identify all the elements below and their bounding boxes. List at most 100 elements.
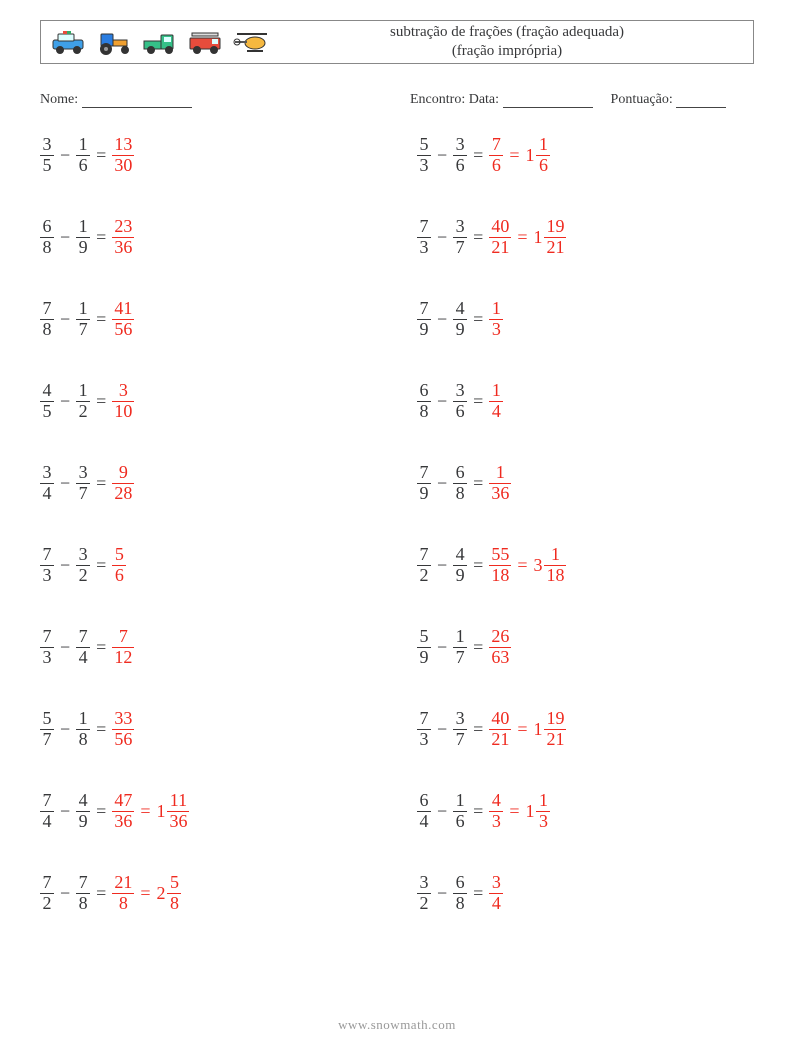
mixed-number: 113 bbox=[525, 791, 550, 832]
equals-sign: = bbox=[467, 883, 489, 904]
fraction: 118 bbox=[544, 545, 566, 586]
fraction: 19 bbox=[76, 217, 90, 258]
equation-row: 73−37=4021=11921 bbox=[417, 704, 754, 754]
equals-sign: = bbox=[503, 801, 525, 822]
equation-row: 34−37=928 bbox=[40, 458, 377, 508]
fraction: 3356 bbox=[112, 709, 134, 750]
police-car-icon bbox=[49, 28, 89, 56]
equals-sign: = bbox=[90, 637, 112, 658]
fraction: 72 bbox=[40, 873, 54, 914]
equals-sign: = bbox=[511, 555, 533, 576]
equals-sign: = bbox=[90, 145, 112, 166]
fraction: 16 bbox=[76, 135, 90, 176]
fraction: 18 bbox=[76, 709, 90, 750]
fraction: 37 bbox=[76, 463, 90, 504]
header-box: subtração de frações (fração adequada) (… bbox=[40, 20, 754, 64]
problems-column-left: 35−16=133068−19=233678−17=415645−12=3103… bbox=[40, 130, 377, 918]
fraction: 13 bbox=[536, 791, 550, 832]
name-label: Nome: bbox=[40, 92, 78, 107]
score-field: Pontuação: bbox=[611, 92, 727, 108]
fraction: 73 bbox=[40, 627, 54, 668]
fraction: 37 bbox=[453, 709, 467, 750]
equals-sign: = bbox=[90, 473, 112, 494]
problems-column-right: 53−36=76=11673−37=4021=1192179−49=1368−3… bbox=[417, 130, 754, 918]
fraction: 78 bbox=[76, 873, 90, 914]
equals-sign: = bbox=[467, 555, 489, 576]
equals-sign: = bbox=[90, 227, 112, 248]
minus-sign: − bbox=[54, 883, 76, 904]
worksheet-title: subtração de frações (fração adequada) (… bbox=[273, 23, 753, 62]
fraction: 59 bbox=[417, 627, 431, 668]
equation-row: 72−49=5518=3118 bbox=[417, 540, 754, 590]
equation-row: 79−68=136 bbox=[417, 458, 754, 508]
fraction: 1921 bbox=[544, 217, 566, 258]
minus-sign: − bbox=[431, 227, 453, 248]
fraction: 76 bbox=[489, 135, 503, 176]
minus-sign: − bbox=[54, 227, 76, 248]
fraction: 1921 bbox=[544, 709, 566, 750]
fraction: 218 bbox=[112, 873, 134, 914]
mixed-number: 11921 bbox=[533, 709, 566, 750]
fraction: 78 bbox=[40, 299, 54, 340]
minus-sign: − bbox=[431, 555, 453, 576]
fraction: 73 bbox=[417, 709, 431, 750]
date-blank[interactable] bbox=[503, 94, 593, 108]
name-blank[interactable] bbox=[82, 94, 192, 108]
fraction: 36 bbox=[453, 135, 467, 176]
minus-sign: − bbox=[431, 309, 453, 330]
equals-sign: = bbox=[467, 145, 489, 166]
fraction: 56 bbox=[112, 545, 126, 586]
fraction: 68 bbox=[417, 381, 431, 422]
minus-sign: − bbox=[431, 883, 453, 904]
equals-sign: = bbox=[90, 309, 112, 330]
fraction: 928 bbox=[112, 463, 134, 504]
equation-row: 32−68=34 bbox=[417, 868, 754, 918]
score-blank[interactable] bbox=[676, 94, 726, 108]
fraction: 57 bbox=[40, 709, 54, 750]
tractor-icon bbox=[95, 28, 135, 56]
fraction: 1136 bbox=[167, 791, 189, 832]
fraction: 58 bbox=[167, 873, 181, 914]
equation-row: 74−49=4736=11136 bbox=[40, 786, 377, 836]
mixed-number: 3118 bbox=[533, 545, 566, 586]
equals-sign: = bbox=[90, 391, 112, 412]
fraction: 4021 bbox=[489, 217, 511, 258]
fraction: 53 bbox=[417, 135, 431, 176]
fraction: 34 bbox=[489, 873, 503, 914]
equation-row: 79−49=13 bbox=[417, 294, 754, 344]
fraction: 16 bbox=[536, 135, 550, 176]
minus-sign: − bbox=[431, 473, 453, 494]
equation-row: 57−18=3356 bbox=[40, 704, 377, 754]
equation-row: 72−78=218=258 bbox=[40, 868, 377, 918]
equals-sign: = bbox=[511, 719, 533, 740]
name-field: Nome: bbox=[40, 92, 410, 108]
fraction: 79 bbox=[417, 299, 431, 340]
minus-sign: − bbox=[431, 801, 453, 822]
fraction: 5518 bbox=[489, 545, 511, 586]
fraction: 37 bbox=[453, 217, 467, 258]
fraction: 4021 bbox=[489, 709, 511, 750]
title-line-2: (fração imprópria) bbox=[273, 42, 741, 62]
fraction: 68 bbox=[453, 463, 467, 504]
equation-row: 59−17=2663 bbox=[417, 622, 754, 672]
equals-sign: = bbox=[134, 801, 156, 822]
fraction: 36 bbox=[453, 381, 467, 422]
equation-row: 78−17=4156 bbox=[40, 294, 377, 344]
fire-truck-icon bbox=[187, 28, 227, 56]
minus-sign: − bbox=[54, 473, 76, 494]
equation-row: 35−16=1330 bbox=[40, 130, 377, 180]
fraction: 35 bbox=[40, 135, 54, 176]
equals-sign: = bbox=[467, 801, 489, 822]
equals-sign: = bbox=[90, 883, 112, 904]
equals-sign: = bbox=[134, 883, 156, 904]
equals-sign: = bbox=[90, 719, 112, 740]
minus-sign: − bbox=[431, 145, 453, 166]
minus-sign: − bbox=[54, 801, 76, 822]
mixed-number: 258 bbox=[156, 873, 181, 914]
title-line-1: subtração de frações (fração adequada) bbox=[273, 23, 741, 43]
equals-sign: = bbox=[90, 555, 112, 576]
fraction: 68 bbox=[453, 873, 467, 914]
fraction: 74 bbox=[76, 627, 90, 668]
minus-sign: − bbox=[54, 309, 76, 330]
equation-row: 68−36=14 bbox=[417, 376, 754, 426]
